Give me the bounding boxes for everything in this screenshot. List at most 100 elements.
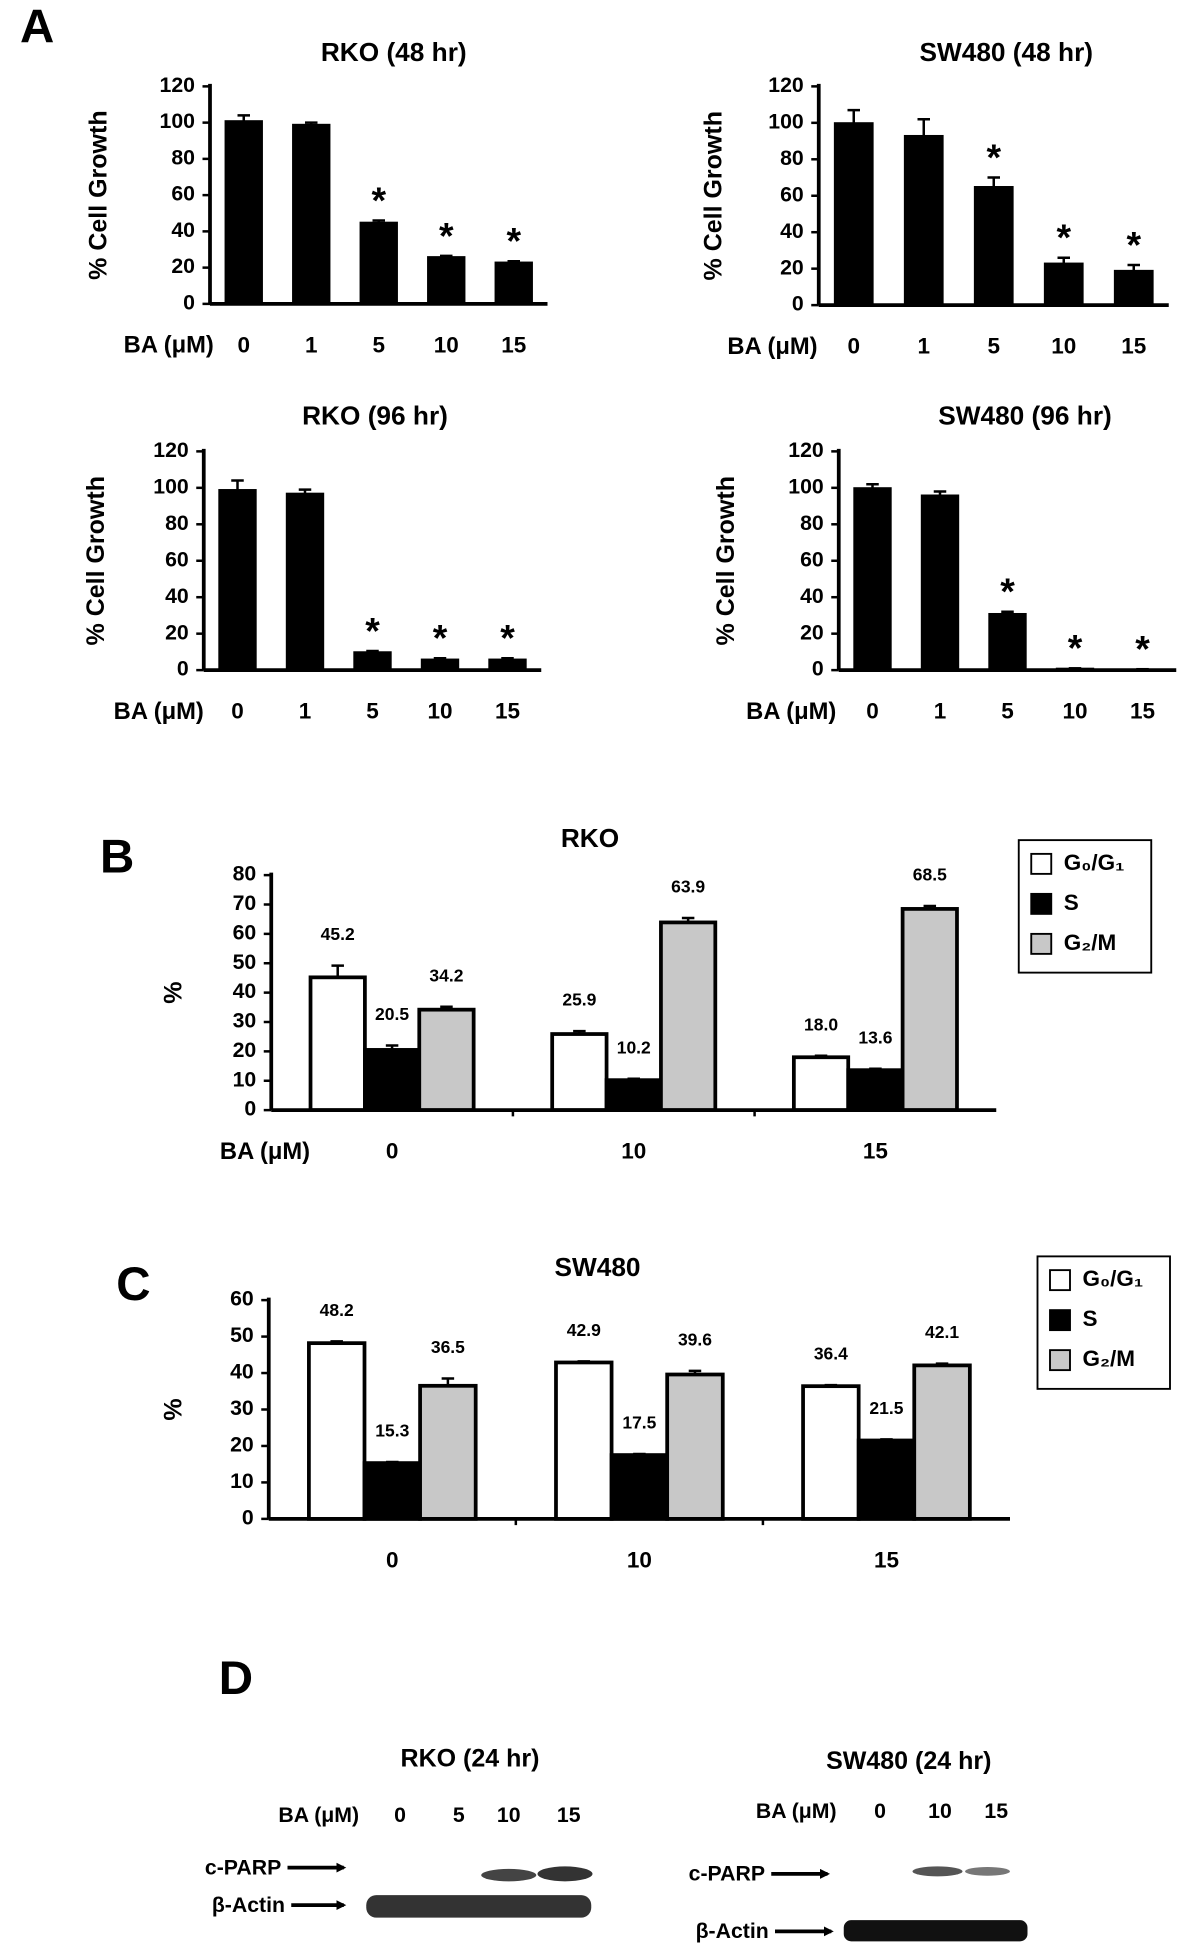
- error-bar: [372, 219, 385, 223]
- panel-label: B: [100, 831, 134, 884]
- band-label: β-Actin: [212, 1893, 285, 1917]
- bar: [418, 1383, 478, 1521]
- bar: [791, 1055, 851, 1113]
- blot-band: [481, 1868, 537, 1882]
- y-axis-label: % Cell Growth: [82, 476, 110, 645]
- y-tick-label: 0: [244, 1097, 256, 1121]
- bar: [550, 1032, 609, 1113]
- error-bar: [441, 1377, 455, 1386]
- data-label: 15.3: [375, 1421, 409, 1441]
- data-label: 63.9: [671, 877, 705, 897]
- bar: [856, 1438, 917, 1521]
- y-tick-label: 40: [800, 584, 824, 608]
- lane-label: 15: [984, 1799, 1008, 1823]
- y-tick-label: 40: [171, 218, 195, 242]
- y-tick-label: 10: [230, 1469, 254, 1493]
- legend-label: G₂/M: [1083, 1346, 1136, 1371]
- x-tick-label: 10: [627, 1547, 652, 1572]
- y-tick-label: 50: [230, 1323, 254, 1347]
- bar: [846, 1068, 905, 1112]
- bar: [609, 1453, 670, 1521]
- bar: [853, 487, 892, 671]
- legend-label: G₀/G₁: [1083, 1266, 1144, 1291]
- x-tick-label: 1: [917, 334, 930, 359]
- y-tick-label: 40: [165, 584, 189, 608]
- x-tick-label: 5: [987, 334, 1000, 359]
- error-bar: [305, 121, 318, 125]
- y-tick-label: 0: [177, 657, 189, 681]
- blot: SW480 (24 hr) BA (μM) 0 10 15 c-PARP β-A…: [689, 1747, 1028, 1943]
- chart-title: SW480 (96 hr): [938, 401, 1112, 431]
- blot-band: [366, 1895, 592, 1918]
- lane-label: 10: [928, 1799, 952, 1823]
- bar: [833, 122, 874, 306]
- y-tick-label: 50: [233, 950, 257, 974]
- legend-swatch: [1030, 892, 1053, 915]
- significance-marker: *: [986, 136, 1001, 178]
- bar: [292, 123, 331, 305]
- data-label: 10.2: [617, 1037, 651, 1057]
- y-tick-label: 60: [171, 182, 195, 206]
- bar: [973, 186, 1014, 306]
- error-bar: [577, 1360, 591, 1363]
- error-bar: [869, 1067, 882, 1071]
- legend-swatch: [1030, 932, 1053, 955]
- blot-band: [537, 1866, 593, 1882]
- band-label: c-PARP: [205, 1855, 281, 1879]
- bar: [1043, 262, 1084, 306]
- error-bar: [681, 916, 695, 923]
- y-tick-label: 10: [233, 1067, 257, 1091]
- error-bar: [880, 1438, 893, 1441]
- x-tick-label: 10: [621, 1139, 646, 1164]
- x-tick-label: 15: [1121, 334, 1146, 359]
- error-bar: [824, 1383, 838, 1387]
- x-tick-label: 0: [386, 1547, 399, 1572]
- data-label: 34.2: [429, 965, 463, 985]
- error-bar: [298, 488, 312, 494]
- error-bar: [688, 1369, 702, 1375]
- y-tick-label: 40: [780, 219, 804, 243]
- error-bar: [231, 479, 244, 490]
- x-tick-label: 5: [372, 332, 385, 357]
- significance-marker: *: [506, 220, 521, 262]
- bar: [363, 1048, 422, 1113]
- blot-band: [912, 1866, 963, 1877]
- x-tick-label: 15: [1130, 699, 1155, 724]
- y-tick-label: 80: [171, 145, 195, 169]
- y-tick-label: 100: [153, 474, 188, 498]
- data-label: 36.4: [814, 1344, 848, 1364]
- x-tick-label: 5: [1001, 699, 1014, 724]
- y-tick-label: 120: [153, 438, 188, 462]
- y-tick-label: 40: [230, 1360, 254, 1384]
- legend-label: S: [1064, 890, 1079, 915]
- data-label: 13.6: [858, 1027, 892, 1047]
- data-label: 20.5: [375, 1004, 409, 1024]
- error-bar: [330, 1340, 343, 1344]
- y-tick-label: 120: [788, 438, 823, 462]
- y-tick-label: 20: [171, 254, 195, 278]
- y-tick-label: 0: [242, 1505, 254, 1529]
- y-axis-label: %: [160, 982, 188, 1004]
- chart-title: RKO (96 hr): [302, 401, 448, 431]
- x-tick-label: 10: [1062, 699, 1087, 724]
- blot-band: [965, 1867, 1010, 1876]
- band-label: β-Actin: [696, 1919, 769, 1943]
- significance-marker: *: [371, 179, 386, 221]
- y-tick-label: 20: [800, 620, 824, 644]
- x-tick-label: 15: [495, 699, 520, 724]
- blot-title: RKO (24 hr): [401, 1745, 540, 1773]
- data-label: 45.2: [321, 924, 355, 944]
- y-tick-label: 120: [160, 73, 195, 97]
- x-tick-label: 1: [305, 332, 318, 357]
- significance-marker: *: [439, 214, 454, 256]
- error-bar: [386, 1460, 399, 1464]
- error-bar: [573, 1029, 586, 1035]
- error-bar: [633, 1452, 646, 1456]
- y-axis-label: %: [160, 1398, 188, 1420]
- x-tick-label: 10: [1051, 334, 1076, 359]
- significance-marker: *: [365, 609, 380, 651]
- y-tick-label: 80: [800, 511, 824, 535]
- y-tick-label: 20: [780, 255, 804, 279]
- y-tick-label: 70: [233, 891, 257, 915]
